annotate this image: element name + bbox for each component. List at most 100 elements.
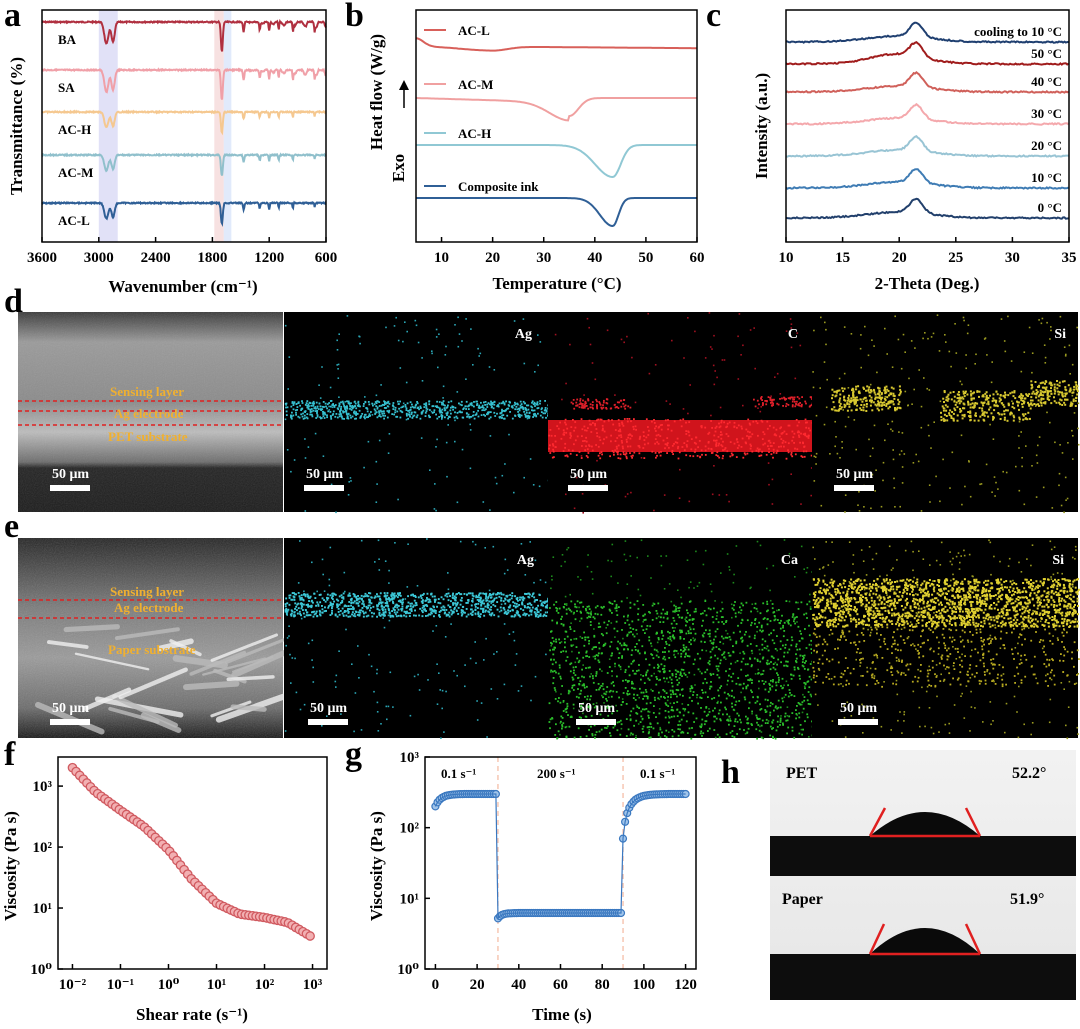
eds-dot (620, 434, 622, 437)
eds-dot (589, 621, 592, 623)
eds-dot (608, 620, 610, 623)
eds-dot (560, 623, 563, 625)
eds-dot (585, 440, 588, 443)
eds-dot (760, 396, 763, 398)
eds-dot (1011, 405, 1014, 408)
eds-dot (452, 603, 455, 606)
eds-dot (647, 732, 650, 735)
eds-dot (591, 449, 594, 452)
eds-dot (458, 333, 461, 335)
eds-dot (1037, 399, 1040, 402)
eds-dot (992, 393, 995, 396)
eds-dot (741, 427, 743, 430)
eds-dot (664, 443, 667, 446)
eds-dot (334, 593, 337, 596)
eds-dot (445, 613, 448, 616)
eds-dot (720, 701, 722, 704)
eds-dot (284, 730, 287, 732)
eds-dot (493, 369, 496, 371)
eds-dot (285, 406, 287, 409)
eds-dot (388, 411, 390, 414)
eds-dot (582, 605, 585, 608)
eds-dot (534, 559, 537, 562)
eds-dot (595, 705, 598, 708)
eds-dot (378, 601, 381, 604)
eds-dot (695, 550, 697, 553)
xrd-line (785, 21, 1069, 44)
eds-dot (761, 638, 764, 641)
eds-dot (730, 662, 732, 665)
eds-dot (894, 315, 896, 318)
eds-dot (1030, 402, 1033, 405)
eds-dot (347, 611, 350, 613)
eds-dot (615, 406, 618, 408)
eds-dot (296, 603, 299, 606)
eds-dot (949, 391, 952, 394)
eds-dot (614, 636, 616, 638)
eds-dot (291, 592, 294, 594)
eds-dot (888, 394, 890, 397)
eds-dot (286, 637, 289, 639)
eds-dot (689, 581, 692, 583)
eds-dot (678, 681, 680, 684)
eds-dot (625, 455, 628, 458)
xrd-line (785, 168, 1069, 190)
eds-dot (725, 697, 728, 700)
eds-dot (898, 406, 901, 409)
eds-dot (631, 435, 633, 437)
scalebar (50, 485, 90, 491)
eds-dot (310, 410, 313, 413)
eds-dot (331, 592, 334, 595)
pet-layer-substrate: PET substrate (108, 429, 188, 444)
eds-dot (766, 400, 768, 403)
eds-dot (493, 403, 496, 406)
eds-dot (555, 638, 557, 641)
eds-dot (582, 702, 585, 704)
eds-dot (792, 674, 795, 677)
eds-dot (647, 677, 650, 680)
eds-dot (1027, 395, 1029, 397)
eds-dot (569, 663, 572, 666)
eds-dot (751, 710, 753, 713)
eds-dot (952, 419, 955, 422)
eds-dot (560, 693, 562, 695)
eds-dot (659, 424, 662, 427)
eds-dot (761, 438, 764, 440)
eds-dot (713, 638, 715, 641)
eds-dot (694, 450, 696, 453)
eds-dot (862, 409, 865, 412)
eds-dot (847, 416, 850, 418)
x-tick-label: 60 (690, 250, 705, 266)
eds-dot (611, 419, 613, 421)
eds-dot (677, 457, 680, 460)
eds-dot (495, 593, 497, 596)
eds-dot (740, 446, 743, 448)
eds-dot (601, 429, 604, 432)
eds-dot (725, 621, 727, 623)
eds-dot (284, 603, 287, 606)
eds-dot (850, 333, 853, 335)
eds-dot (767, 462, 770, 464)
eds-dot (392, 402, 395, 404)
eds-dot (736, 660, 739, 662)
eds-dot (1012, 419, 1015, 422)
eds-dot (701, 735, 703, 737)
eds-si-map (812, 312, 1078, 512)
eds-dot (532, 413, 535, 416)
eds-dot (712, 673, 715, 675)
eds-dot (610, 622, 613, 624)
eds-dot (648, 679, 651, 681)
eds-dot (555, 690, 557, 693)
eds-dot (454, 440, 456, 443)
eds-dot (517, 690, 520, 692)
eds-dot (388, 582, 390, 584)
eds-dot (955, 401, 958, 404)
eds-dot (490, 600, 493, 603)
eds-dot (316, 407, 319, 409)
eds-dot (588, 656, 591, 658)
eds-dot (665, 704, 668, 706)
eds-dot (664, 735, 666, 737)
eds-dot (1013, 407, 1016, 410)
eds-dot (576, 657, 579, 660)
eds-dot (397, 600, 400, 603)
